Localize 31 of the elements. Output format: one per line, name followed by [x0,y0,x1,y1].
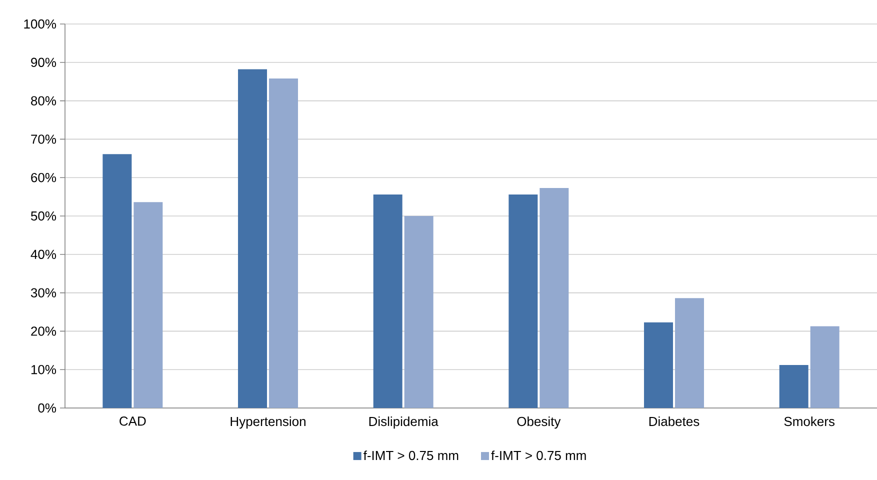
bar [102,154,132,408]
x-tick-label: CAD [120,416,146,426]
legend-label: f-IMT > 0.75 mm [491,450,586,460]
bar [373,194,402,408]
x-tick-label: Hypertension [230,416,306,429]
y-tick-label: 0% [38,403,56,413]
y-tick-label: 60% [31,172,56,182]
y-tick-label: 30% [30,288,56,298]
bar [134,202,163,408]
legend-label: f-IMT > 0.75 mm [363,450,458,460]
x-tick-label: Dislipidemia [369,416,438,429]
bar [268,78,298,408]
bar [810,326,840,408]
y-tick-label: 50% [30,211,56,221]
y-tick-label: 10% [31,364,56,374]
bar [404,216,434,408]
bar [508,194,538,408]
bar [675,298,704,408]
bar [238,69,268,408]
bar [644,322,674,408]
y-tick-label: 70% [31,134,56,144]
y-tick-label: 40% [30,250,56,259]
y-tick-label: 80% [31,96,56,106]
y-tick-label: 100% [24,19,56,29]
x-tick-label: Diabetes [649,416,700,426]
y-tick-label: 90% [31,58,56,67]
bar [779,364,808,408]
x-tick-label: Smokers [784,416,835,426]
y-tick-label: 20% [31,326,56,336]
bar [540,188,569,408]
x-tick-label: Obesity [517,416,561,429]
